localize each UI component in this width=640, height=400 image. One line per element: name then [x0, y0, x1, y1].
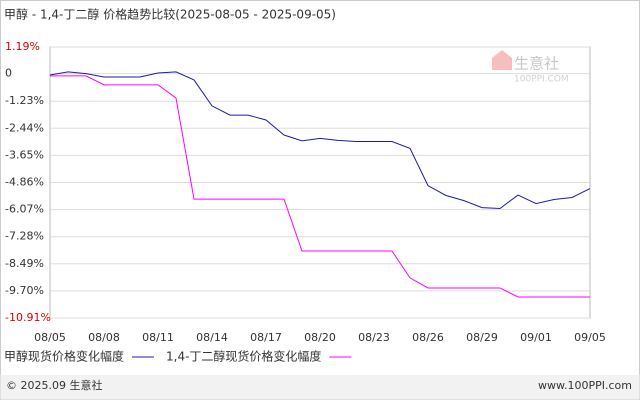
y-tick-label: -2.44% — [5, 121, 44, 134]
chart-title: 甲醇 - 1,4-丁二醇 价格趋势比较(2025-08-05 - 2025-09… — [4, 7, 336, 22]
watermark-logo — [492, 50, 512, 70]
y-tick-label: -9.70% — [5, 284, 44, 297]
y-tick-label: -8.49% — [5, 257, 44, 270]
x-tick-label: 08/29 — [466, 331, 498, 344]
series-line — [49, 71, 591, 209]
legend-label: 甲醇现货价格变化幅度 — [4, 349, 124, 364]
x-tick-label: 08/26 — [412, 331, 444, 344]
x-tick-label: 08/23 — [358, 331, 390, 344]
watermark-text: 生意社 — [514, 55, 559, 73]
footer-left: © 2025.09 生意社 — [6, 378, 102, 392]
watermark-subtext: 100PPI.COM — [514, 75, 569, 85]
y-tick-label: -10.91% — [5, 311, 51, 324]
x-tick-label: 08/11 — [142, 331, 174, 344]
y-tick-label: -1.23% — [5, 94, 44, 107]
series-line — [50, 75, 590, 298]
x-tick-label: 08/20 — [304, 331, 336, 344]
x-tick-label: 09/01 — [520, 331, 552, 344]
x-tick-label: 08/14 — [196, 331, 228, 344]
x-tick-label: 08/08 — [88, 331, 120, 344]
y-tick-label: -3.65% — [5, 148, 44, 161]
x-tick-label: 08/17 — [250, 331, 282, 344]
y-tick-label: -4.86% — [5, 176, 44, 189]
x-tick-label: 09/05 — [574, 331, 606, 344]
legend-label: 1,4-丁二醇现货价格变化幅度 — [166, 349, 321, 364]
y-tick-label: -7.28% — [5, 230, 44, 243]
watermark: 生意社 100PPI.COM — [492, 50, 569, 85]
y-tick-label: -6.07% — [5, 203, 44, 216]
footer-bar — [0, 375, 640, 400]
y-tick-label: 0 — [5, 67, 12, 80]
x-tick-label: 08/05 — [34, 331, 66, 344]
y-tick-label: 1.19% — [5, 40, 40, 53]
footer-right: www.100PPI.com — [538, 379, 632, 392]
